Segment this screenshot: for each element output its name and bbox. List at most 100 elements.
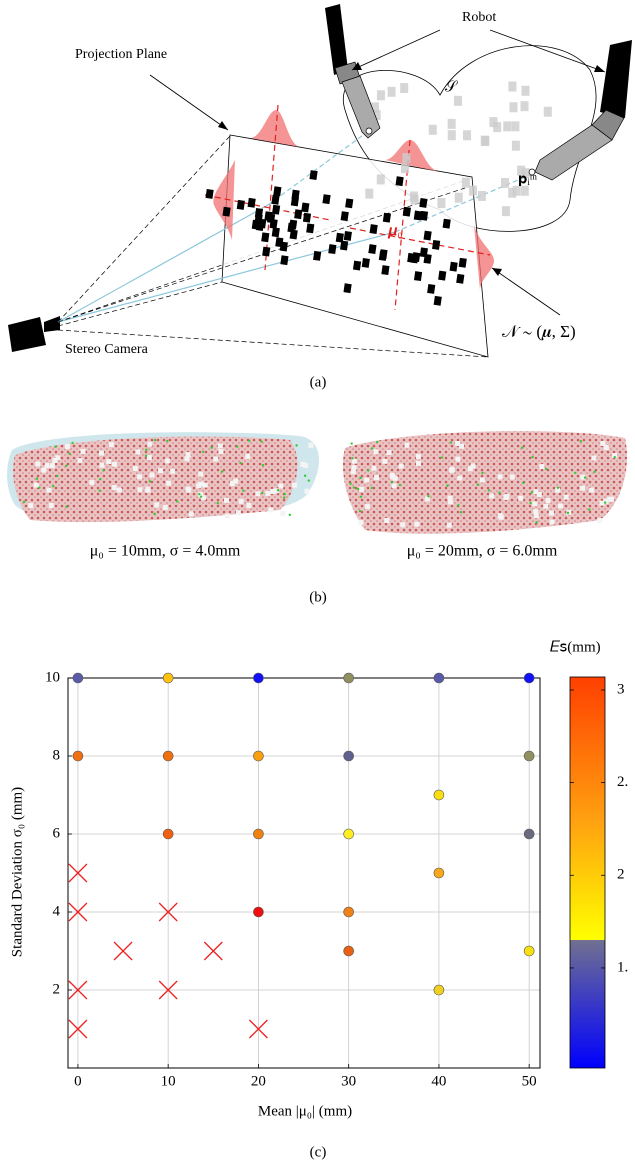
marker-square — [146, 454, 152, 460]
panel-c: Mean |μ₀| (mm) Standard Deviation σ₀ (mm… — [9, 639, 628, 1160]
marker-square — [116, 487, 122, 493]
feature-dot — [446, 484, 449, 487]
feature-dot — [427, 495, 430, 498]
cross-marker — [203, 941, 223, 961]
point — [523, 672, 535, 684]
marker-square — [198, 491, 204, 497]
feature-dot — [349, 482, 352, 485]
cross-stroke — [68, 863, 88, 883]
feature-dot — [153, 438, 157, 442]
marker-square — [278, 483, 284, 489]
feature-dot — [283, 492, 286, 496]
marker-square — [390, 474, 396, 480]
point — [253, 828, 264, 840]
marker-square — [458, 257, 467, 268]
point — [343, 945, 354, 957]
marker-square — [112, 461, 118, 467]
marker-square — [235, 510, 241, 516]
feature-dot — [481, 471, 484, 475]
cross-marker — [158, 902, 178, 922]
marker-square — [80, 448, 86, 454]
y-tick-label: 8 — [53, 747, 61, 763]
marker-square — [459, 443, 465, 449]
camera-lens — [44, 316, 60, 332]
marker-square — [343, 230, 352, 241]
feature-dot — [216, 501, 219, 505]
feature-dot — [593, 470, 596, 474]
point — [343, 906, 354, 918]
marker-square — [77, 458, 83, 464]
marker-square — [196, 483, 202, 489]
feature-dot — [449, 441, 453, 444]
feature-dot — [199, 495, 203, 498]
marker-square — [438, 270, 447, 281]
feature-dot — [65, 464, 68, 467]
marker-square — [533, 489, 539, 495]
marker-square — [48, 503, 54, 509]
ghost-square — [503, 121, 512, 132]
marker-square — [402, 206, 412, 217]
marker-square — [271, 194, 280, 205]
ghost-square — [387, 86, 396, 97]
marker-square — [108, 442, 114, 448]
x-axis-label: Mean |μ₀| (mm) — [258, 1103, 352, 1119]
marker-square — [132, 466, 138, 472]
cross-stroke — [68, 902, 88, 922]
feature-dot — [352, 486, 356, 489]
marker-square — [52, 457, 58, 463]
marker-square — [149, 472, 155, 478]
marker-square — [446, 522, 452, 528]
point — [162, 828, 174, 840]
x-tick-label: 30 — [341, 1073, 356, 1089]
marker-square — [359, 486, 365, 492]
ghost-square — [501, 206, 510, 217]
marker-square — [217, 443, 223, 449]
feature-dot — [22, 500, 26, 504]
marker-square — [600, 440, 606, 446]
marker-square — [170, 468, 176, 474]
feature-dot — [276, 489, 280, 492]
x-tick-label: 50 — [522, 1073, 537, 1089]
marker-square — [55, 455, 61, 461]
marker-square — [603, 445, 609, 451]
marker-square — [455, 456, 461, 462]
x-tick-label: 40 — [431, 1073, 446, 1089]
ghost-square — [401, 163, 410, 174]
marker-square — [273, 488, 279, 494]
marker-square — [164, 458, 170, 464]
marker-square — [218, 449, 224, 455]
y-tick-label: 2 — [53, 981, 61, 997]
marker-square — [591, 455, 597, 461]
marker-square — [400, 522, 406, 528]
point — [162, 750, 174, 762]
caption-b: (b) — [309, 589, 327, 605]
arrowheads — [218, 62, 605, 276]
marker-square — [404, 442, 410, 448]
marker-square — [246, 503, 252, 509]
marker-square — [340, 240, 349, 251]
marker-square — [352, 260, 362, 271]
feature-dot — [440, 456, 444, 459]
point — [253, 750, 264, 762]
point — [72, 750, 84, 762]
marker-square — [381, 265, 390, 276]
marker-square — [111, 485, 117, 491]
caption-right: μ₀ = 20mm, σ = 6.0mm — [407, 543, 558, 560]
marker-square — [533, 513, 539, 519]
marker-square — [364, 504, 370, 510]
marker-square — [289, 219, 298, 230]
markers — [22, 438, 618, 528]
marker-square — [364, 477, 370, 483]
markers — [205, 81, 552, 306]
marker-square — [424, 496, 430, 502]
marker-square — [447, 495, 453, 501]
marker-square — [479, 477, 485, 483]
feature-dot — [210, 446, 213, 449]
ghost-square — [512, 185, 521, 196]
feature-dot — [529, 501, 532, 505]
ghost-square — [376, 90, 385, 101]
marker-square — [548, 510, 554, 516]
marker-square — [28, 503, 34, 509]
ghost-square — [489, 117, 498, 128]
marker-square — [162, 505, 168, 511]
